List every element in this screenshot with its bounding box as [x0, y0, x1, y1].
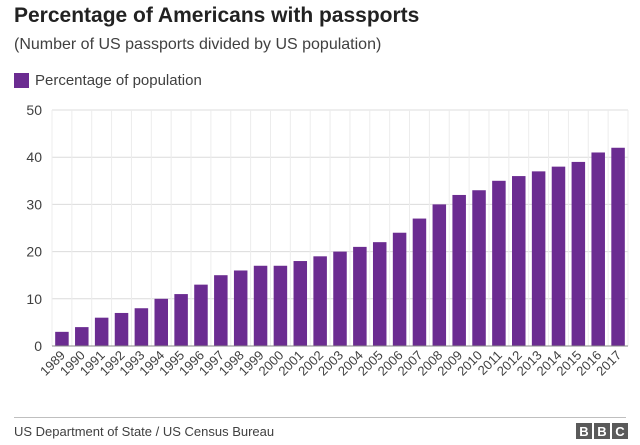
bar [472, 190, 486, 346]
bar [194, 284, 208, 346]
bar [233, 270, 248, 346]
y-tick-label: 40 [26, 149, 42, 165]
bar [293, 261, 308, 346]
y-tick-label: 30 [26, 196, 42, 212]
legend-label: Percentage of population [35, 72, 202, 89]
bar [372, 242, 387, 346]
bar [432, 204, 447, 346]
chart-title: Percentage of Americans with passports [14, 4, 420, 27]
bar [273, 265, 288, 346]
bar [611, 147, 625, 346]
bar [174, 294, 188, 346]
y-tick-label: 0 [34, 338, 42, 354]
bar [154, 298, 168, 346]
y-tick-label: 20 [26, 244, 42, 260]
bar [353, 246, 367, 346]
bar [333, 251, 347, 346]
bar [412, 218, 427, 346]
y-tick-label: 10 [26, 291, 42, 307]
bbc-logo-letter: C [612, 423, 628, 439]
bar [114, 312, 129, 346]
footer-divider [14, 417, 626, 418]
bbc-logo-letter: B [576, 423, 592, 439]
bar [571, 161, 586, 346]
bar [551, 166, 566, 346]
y-tick-label: 50 [26, 102, 42, 118]
bar [492, 180, 506, 346]
bar [512, 176, 526, 346]
bar [253, 265, 268, 346]
bar [134, 308, 149, 346]
bbc-logo: B B C [576, 423, 628, 439]
bar [392, 232, 407, 346]
legend: Percentage of population [14, 72, 202, 89]
bbc-logo-letter: B [594, 423, 610, 439]
bar [94, 317, 109, 346]
bar [452, 194, 466, 346]
bar [313, 256, 327, 346]
bar [75, 327, 89, 346]
chart-subtitle: (Number of US passports divided by US po… [14, 36, 382, 53]
bar [591, 152, 605, 346]
bar [214, 275, 228, 346]
legend-swatch [14, 73, 29, 88]
bar [531, 171, 546, 346]
source-note: US Department of State / US Census Burea… [14, 424, 275, 439]
bar [55, 331, 69, 346]
